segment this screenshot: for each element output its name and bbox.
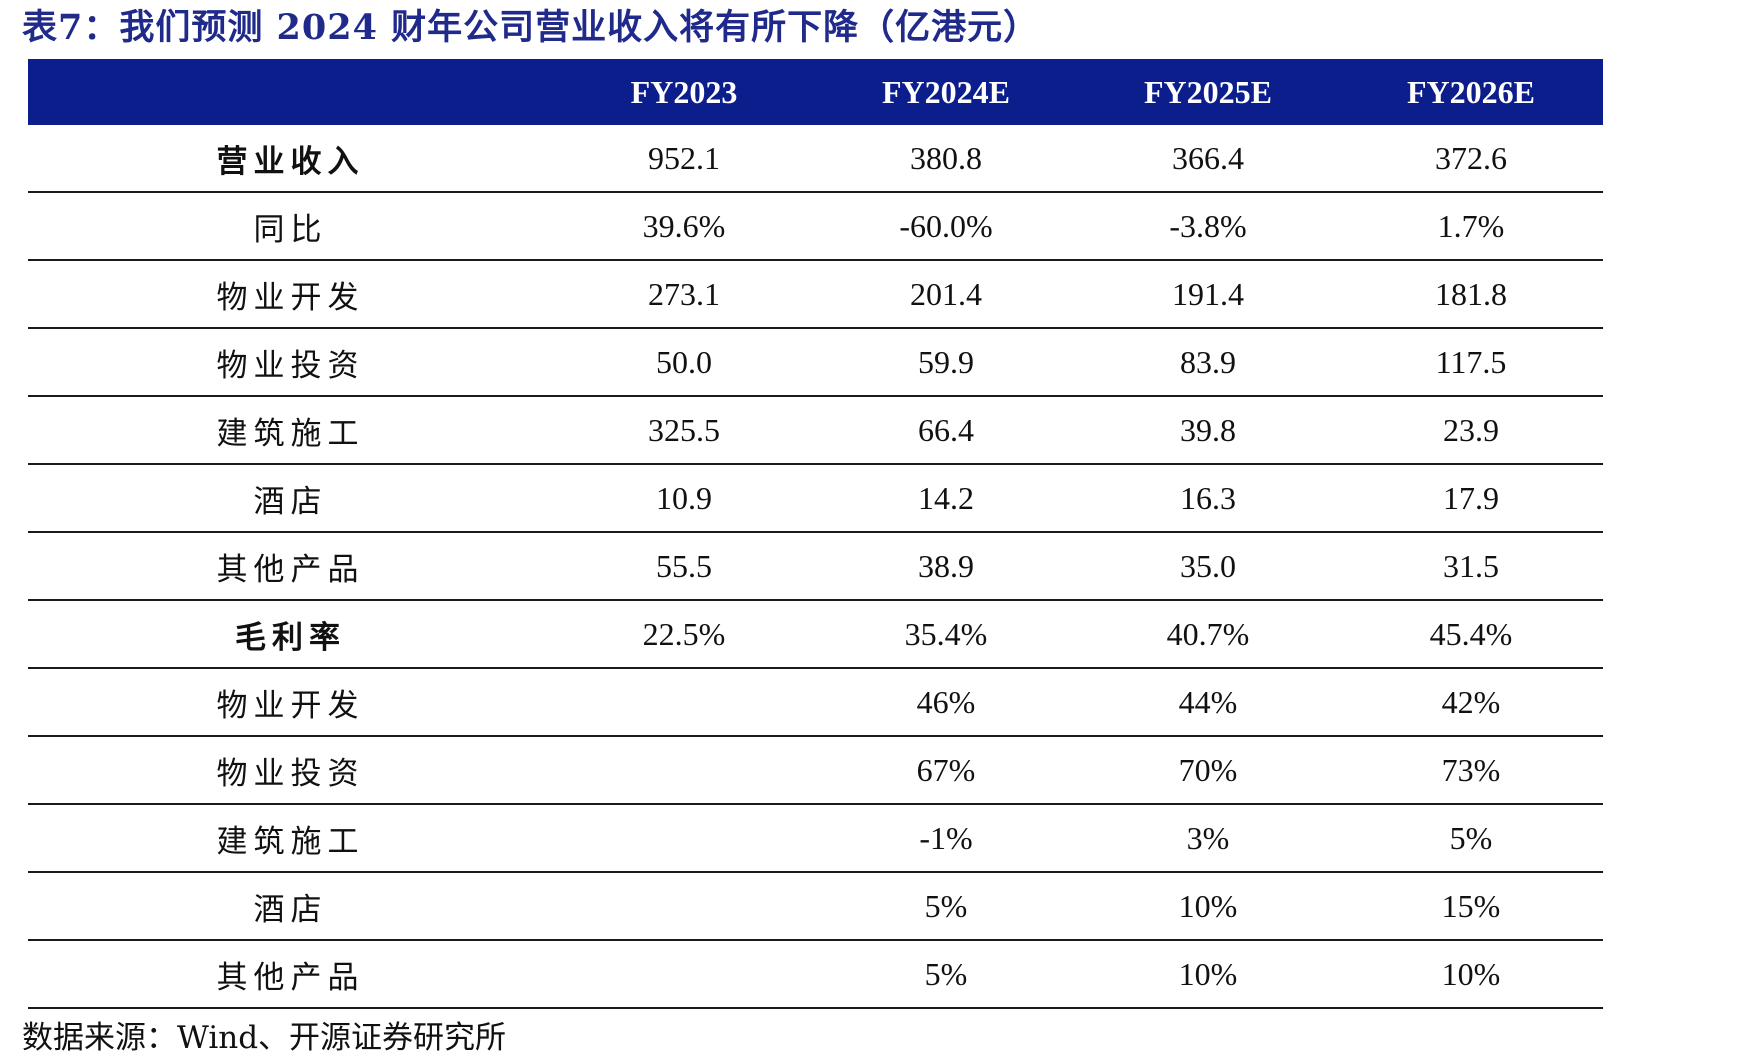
header-cell-label (28, 59, 553, 125)
table-cell: 70% (1077, 736, 1339, 805)
row-label: 其他产品 (28, 532, 553, 601)
table-cell: 42% (1339, 668, 1603, 737)
table-cell: 10% (1077, 872, 1339, 941)
row-label: 建筑施工 (28, 804, 553, 873)
table-cell: 55.5 (553, 532, 815, 601)
table-cell: 117.5 (1339, 328, 1603, 397)
table-cell (553, 668, 815, 737)
table-cell: 5% (815, 872, 1077, 941)
table-cell: 325.5 (553, 396, 815, 465)
table-cell: 23.9 (1339, 396, 1603, 465)
table-cell: 1.7% (1339, 192, 1603, 261)
row-label: 其他产品 (28, 940, 553, 1009)
table-cell: 73% (1339, 736, 1603, 805)
table-cell: 22.5% (553, 600, 815, 669)
table-row: 毛利率 22.5% 35.4% 40.7% 45.4% (28, 600, 1603, 669)
header-cell-fy2023: FY2023 (553, 59, 815, 125)
table-cell: 39.6% (553, 192, 815, 261)
row-label: 物业投资 (28, 736, 553, 805)
table-cell: 31.5 (1339, 532, 1603, 601)
table-cell (553, 940, 815, 1009)
table-row: 其他产品 55.5 38.9 35.0 31.5 (28, 532, 1603, 601)
row-label: 同比 (28, 192, 553, 261)
table-cell: 10% (1339, 940, 1603, 1009)
table-row: 建筑施工 325.5 66.4 39.8 23.9 (28, 396, 1603, 465)
table-cell: 14.2 (815, 464, 1077, 533)
row-label: 物业开发 (28, 668, 553, 737)
table-cell (553, 736, 815, 805)
table-row: 其他产品 5% 10% 10% (28, 940, 1603, 1009)
table-row: 建筑施工 -1% 3% 5% (28, 804, 1603, 873)
table-cell: 83.9 (1077, 328, 1339, 397)
table-cell: 3% (1077, 804, 1339, 873)
table-cell: 38.9 (815, 532, 1077, 601)
table-cell: 10% (1077, 940, 1339, 1009)
table-cell: -1% (815, 804, 1077, 873)
table-header-row: FY2023 FY2024E FY2025E FY2026E (28, 59, 1603, 125)
table-cell: 366.4 (1077, 125, 1339, 193)
table-cell: 15% (1339, 872, 1603, 941)
header-cell-fy2026e: FY2026E (1339, 59, 1603, 125)
table-cell: 35.0 (1077, 532, 1339, 601)
table-cell: 380.8 (815, 125, 1077, 193)
table-cell: 40.7% (1077, 600, 1339, 669)
table-row: 酒店 5% 10% 15% (28, 872, 1603, 941)
table-cell: 67% (815, 736, 1077, 805)
row-label: 营业收入 (28, 125, 553, 193)
table-cell (553, 804, 815, 873)
table-body: 营业收入 952.1 380.8 366.4 372.6 同比 39.6% -60.0% -3.… (28, 125, 1603, 1009)
revenue-forecast-table: FY2023 FY2024E FY2025E FY2026E 营业收入 952.1… (28, 59, 1603, 1009)
table-cell: 10.9 (553, 464, 815, 533)
table-cell: 46% (815, 668, 1077, 737)
header-cell-fy2024e: FY2024E (815, 59, 1077, 125)
table-cell: 273.1 (553, 260, 815, 329)
table-row: 物业开发 273.1 201.4 191.4 181.8 (28, 260, 1603, 329)
table-cell: 372.6 (1339, 125, 1603, 193)
table-cell: -60.0% (815, 192, 1077, 261)
table-row: 物业投资 50.0 59.9 83.9 117.5 (28, 328, 1603, 397)
table-cell: 201.4 (815, 260, 1077, 329)
table-row: 酒店 10.9 14.2 16.3 17.9 (28, 464, 1603, 533)
row-label: 建筑施工 (28, 396, 553, 465)
table-row: 营业收入 952.1 380.8 366.4 372.6 (28, 125, 1603, 193)
row-label: 毛利率 (28, 600, 553, 669)
table-cell: 45.4% (1339, 600, 1603, 669)
table-cell (553, 872, 815, 941)
table-row: 同比 39.6% -60.0% -3.8% 1.7% (28, 192, 1603, 261)
table-cell: 16.3 (1077, 464, 1339, 533)
table-cell: 191.4 (1077, 260, 1339, 329)
row-label: 物业投资 (28, 328, 553, 397)
table-cell: 59.9 (815, 328, 1077, 397)
table-cell: 66.4 (815, 396, 1077, 465)
row-label: 酒店 (28, 872, 553, 941)
table-row: 物业投资 67% 70% 73% (28, 736, 1603, 805)
source-note: 数据来源：Wind、开源证券研究所 (22, 1020, 507, 1056)
header-cell-fy2025e: FY2025E (1077, 59, 1339, 125)
table-cell: -3.8% (1077, 192, 1339, 261)
table-cell: 181.8 (1339, 260, 1603, 329)
row-label: 酒店 (28, 464, 553, 533)
table-cell: 50.0 (553, 328, 815, 397)
table-title: 表7：我们预测 2024 财年公司营业收入将有所下降（亿港元） (22, 7, 1040, 48)
table-cell: 952.1 (553, 125, 815, 193)
table-row: 物业开发 46% 44% 42% (28, 668, 1603, 737)
table-cell: 17.9 (1339, 464, 1603, 533)
table-cell: 39.8 (1077, 396, 1339, 465)
table-cell: 35.4% (815, 600, 1077, 669)
table-cell: 5% (1339, 804, 1603, 873)
table-cell: 5% (815, 940, 1077, 1009)
row-label: 物业开发 (28, 260, 553, 329)
table-cell: 44% (1077, 668, 1339, 737)
